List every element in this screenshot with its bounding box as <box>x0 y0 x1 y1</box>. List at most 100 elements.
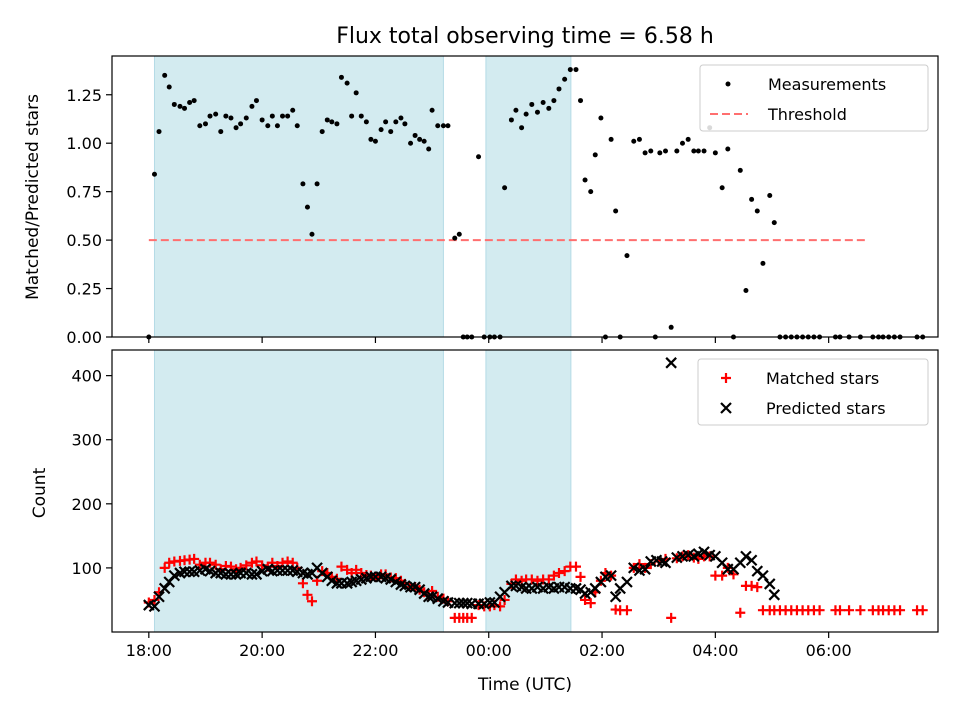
x-tick-label: 20:00 <box>239 641 285 660</box>
predicted-stars-point <box>250 568 263 581</box>
measurements-point <box>712 150 718 156</box>
predicted-stars-point <box>276 564 289 577</box>
measurements-point <box>662 148 668 154</box>
predicted-stars-point <box>365 571 377 583</box>
predicted-stars-point <box>404 581 417 593</box>
matched-stars-point <box>717 570 728 581</box>
measurements-point <box>598 115 604 121</box>
measurements-point <box>588 189 594 195</box>
predicted-stars-point <box>209 567 222 579</box>
measurements-point <box>249 103 255 109</box>
measurements-point <box>691 148 697 154</box>
legend-label: Predicted stars <box>766 399 886 418</box>
x-tick-label: 22:00 <box>352 641 398 660</box>
measurements-point <box>674 148 680 154</box>
plot-frame <box>111 55 939 338</box>
matched-stars-point <box>559 566 570 577</box>
predicted-stars-point <box>153 590 165 603</box>
observing-window <box>153 55 444 338</box>
predicted-stars-point <box>178 565 191 578</box>
measurements-point <box>608 136 614 142</box>
measurements-point <box>338 74 344 80</box>
measurements-point <box>177 103 183 109</box>
measurements-point <box>582 177 588 183</box>
measurements-point <box>540 100 546 106</box>
matched-stars-point <box>159 562 170 573</box>
predicted-stars-point <box>183 565 196 578</box>
measurements-point <box>417 136 423 142</box>
matched-stars-point <box>210 559 221 570</box>
measurements-point <box>274 123 280 129</box>
measurements-point <box>429 107 435 113</box>
measurements-point <box>166 84 172 90</box>
predicted-stars-point <box>605 569 617 582</box>
y-tick-label: 0.25 <box>66 280 102 299</box>
legend-label: Matched stars <box>766 369 879 388</box>
measurements-point <box>551 98 557 104</box>
measurements-point <box>562 76 568 82</box>
measurements-point <box>508 117 514 123</box>
legend: Matched stars Predicted stars <box>697 358 929 426</box>
matched-stars-point <box>282 556 293 567</box>
predicted-stars-point <box>331 577 343 590</box>
measurements-point <box>324 117 330 123</box>
matched-stars-point <box>532 575 543 586</box>
measurements-point <box>749 196 755 202</box>
measurements-point <box>679 140 685 146</box>
measurements-point <box>182 105 188 111</box>
predicted-stars-point <box>220 568 232 581</box>
x-tick-label: 06:00 <box>806 641 852 660</box>
measurements-point <box>636 136 642 142</box>
predicted-stars-point <box>484 596 496 609</box>
matched-stars-point <box>194 559 205 570</box>
legend-label: Measurements <box>768 75 886 94</box>
measurements-point <box>314 181 320 187</box>
measurements-point <box>631 138 637 144</box>
measurements-point <box>253 98 259 104</box>
y-tick-label: 0.50 <box>66 231 102 250</box>
measurements-point <box>642 150 648 156</box>
predicted-stars-point <box>740 550 752 563</box>
y-tick-label: 200 <box>71 495 102 514</box>
measurements-point <box>285 113 291 119</box>
matched-stars-point <box>336 561 347 572</box>
measurements-point <box>187 100 193 106</box>
predicted-stars-point <box>148 600 161 613</box>
measurements-point <box>363 119 369 125</box>
matched-stars-point <box>543 574 554 585</box>
measurements-point <box>421 138 427 144</box>
predicted-stars-point <box>745 554 758 566</box>
bottom-panel: 100 200 300 400 18:00 20:00 22:00 00:00 02:00 04:… <box>71 349 939 660</box>
measurements-point <box>191 98 197 104</box>
measurements-point <box>578 98 584 104</box>
measurements-point <box>265 123 271 129</box>
matched-stars-point <box>855 605 866 616</box>
matched-stars-point <box>302 589 313 600</box>
matched-stars-point <box>735 607 746 618</box>
measurements-point <box>624 253 630 259</box>
measurements-point <box>685 136 691 142</box>
measurements-point <box>573 67 579 73</box>
measurements-point <box>156 129 162 135</box>
top-panel: 0.00 0.25 0.50 0.75 1.00 1.25 Measurements Thre… <box>66 55 939 347</box>
matched-stars-point <box>585 598 596 609</box>
measurements-point <box>502 185 508 191</box>
measurements-point <box>725 146 731 152</box>
measurements-point <box>445 123 451 129</box>
predicted-stars-point <box>763 578 776 590</box>
measurements-point <box>319 129 325 135</box>
measurements-point <box>546 105 552 111</box>
predicted-stars-point <box>246 568 258 581</box>
plot-frame <box>111 349 939 633</box>
measurements-point <box>695 148 701 154</box>
measurements-point <box>207 113 213 119</box>
measurements-point <box>556 86 562 92</box>
measurements-point <box>592 152 598 158</box>
legend: Measurements Threshold <box>699 64 929 132</box>
measurements-point <box>334 121 340 127</box>
predicted-stars-point <box>627 562 640 574</box>
matched-stars-point <box>553 568 564 579</box>
measurements-point <box>197 123 203 129</box>
measurements-point <box>456 231 462 237</box>
